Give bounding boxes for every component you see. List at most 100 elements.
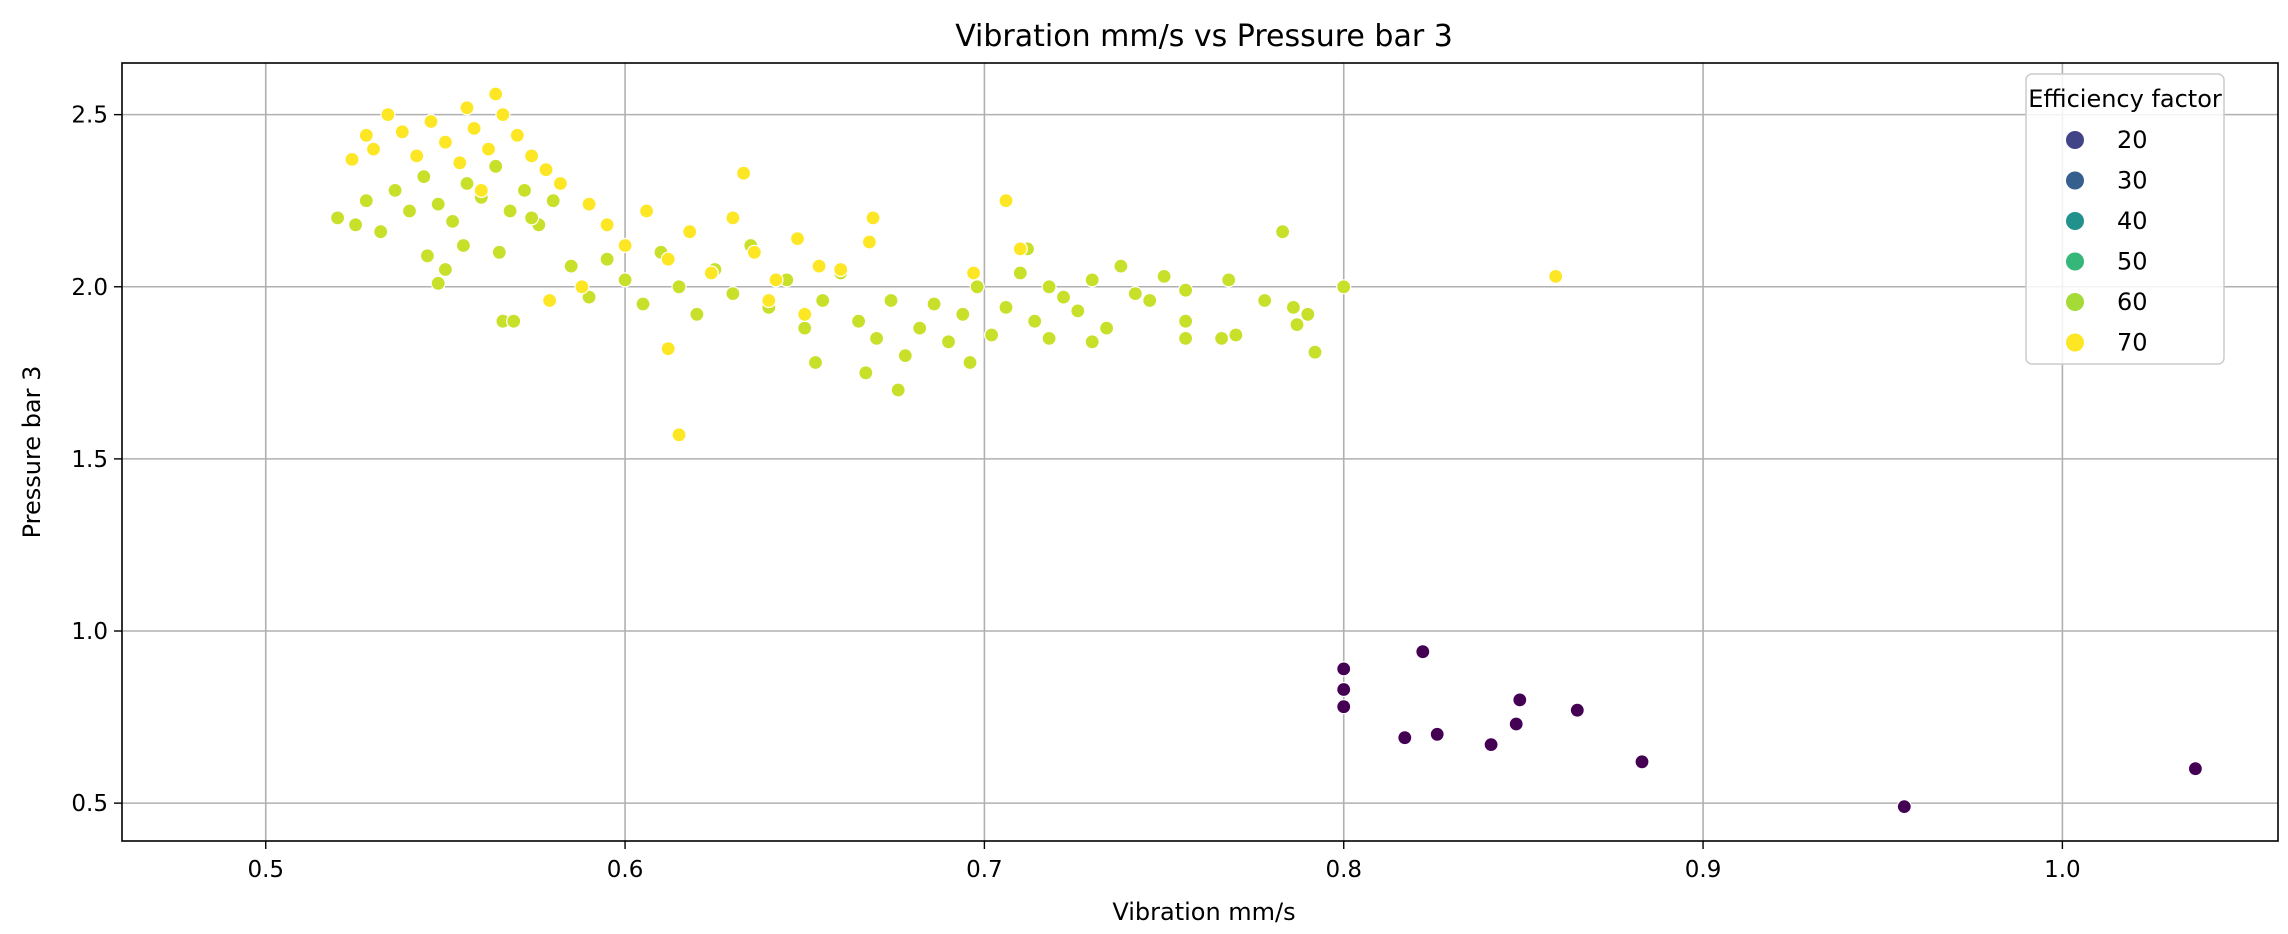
data-point bbox=[459, 175, 475, 192]
grid-lines bbox=[122, 63, 2278, 841]
data-point bbox=[380, 106, 396, 123]
data-point bbox=[1213, 330, 1230, 346]
data-point bbox=[703, 265, 719, 281]
x-tick-label: 0.6 bbox=[607, 857, 644, 883]
data-point bbox=[955, 306, 971, 322]
data-point bbox=[1336, 699, 1352, 715]
data-point bbox=[1098, 320, 1115, 336]
data-point bbox=[1113, 258, 1129, 274]
data-point bbox=[815, 292, 831, 309]
data-point bbox=[926, 296, 942, 312]
data-point bbox=[1127, 286, 1143, 302]
data-point bbox=[348, 217, 364, 233]
y-tick-label: 2.5 bbox=[71, 103, 108, 129]
legend-marker bbox=[2066, 252, 2084, 271]
data-point bbox=[890, 382, 906, 398]
x-tick-label: 0.5 bbox=[247, 857, 284, 883]
data-point bbox=[998, 193, 1014, 209]
data-point bbox=[1274, 224, 1291, 240]
data-point bbox=[725, 286, 741, 302]
data-point bbox=[1177, 330, 1194, 346]
data-point bbox=[1336, 661, 1352, 677]
data-point bbox=[761, 292, 777, 309]
legend-label: 50 bbox=[2117, 248, 2148, 276]
data-point bbox=[452, 155, 468, 171]
data-point bbox=[1336, 279, 1352, 295]
data-point bbox=[1569, 702, 1585, 718]
data-point bbox=[635, 296, 651, 312]
legend-marker bbox=[2066, 131, 2084, 149]
data-point bbox=[473, 182, 489, 198]
data-point bbox=[811, 258, 827, 274]
data-point bbox=[358, 193, 374, 209]
data-point bbox=[797, 320, 813, 336]
data-point bbox=[423, 113, 439, 130]
data-point bbox=[897, 348, 913, 364]
data-point bbox=[523, 148, 540, 164]
data-point bbox=[1285, 299, 1302, 315]
data-point bbox=[638, 203, 655, 219]
data-point bbox=[488, 86, 504, 102]
data-point bbox=[1084, 272, 1100, 288]
x-axis-label: Vibration mm/s bbox=[1112, 898, 1295, 926]
data-point bbox=[365, 141, 382, 157]
data-point bbox=[1289, 317, 1305, 333]
data-point bbox=[599, 217, 615, 233]
data-point bbox=[912, 320, 928, 336]
data-point bbox=[523, 210, 540, 226]
data-point bbox=[962, 354, 978, 371]
y-tick-label: 2.0 bbox=[71, 275, 108, 301]
y-tick-label: 1.5 bbox=[71, 447, 108, 473]
data-point bbox=[1041, 279, 1057, 295]
data-point bbox=[682, 224, 698, 240]
legend-title: Efficiency factor bbox=[2028, 85, 2222, 113]
data-point bbox=[1177, 282, 1194, 298]
data-point bbox=[807, 354, 824, 371]
data-point bbox=[1221, 272, 1237, 288]
data-point bbox=[1257, 292, 1273, 309]
y-axis-label: Pressure bar 3 bbox=[18, 366, 46, 539]
data-point bbox=[865, 210, 881, 226]
data-point bbox=[387, 182, 403, 198]
y-tick-label: 0.5 bbox=[71, 791, 108, 817]
legend-label: 30 bbox=[2117, 167, 2148, 195]
x-tick-label: 0.9 bbox=[1685, 857, 1722, 883]
axis-ticks: 0.5 0.6 0.7 0.8 0.9 1.0 0.5 1.0 1.5 2.0 2.5 bbox=[71, 103, 2080, 883]
data-point bbox=[581, 289, 597, 305]
data-point bbox=[581, 196, 597, 212]
data-point bbox=[1070, 303, 1086, 319]
data-point bbox=[983, 327, 1000, 343]
data-point bbox=[455, 237, 471, 254]
data-point bbox=[965, 265, 982, 281]
data-point bbox=[541, 292, 558, 309]
data-point bbox=[416, 169, 432, 185]
data-point bbox=[940, 334, 957, 350]
data-point bbox=[563, 258, 579, 274]
data-point bbox=[617, 272, 633, 288]
data-point bbox=[868, 330, 885, 346]
data-point bbox=[330, 210, 346, 226]
data-point bbox=[437, 261, 453, 278]
data-point bbox=[861, 234, 878, 250]
data-point bbox=[1055, 289, 1072, 305]
data-point bbox=[1084, 334, 1100, 350]
data-point bbox=[998, 299, 1014, 315]
data-point bbox=[1300, 306, 1316, 322]
data-point bbox=[1508, 716, 1524, 732]
legend-marker bbox=[2066, 212, 2084, 230]
data-point bbox=[552, 175, 569, 192]
data-point bbox=[797, 306, 813, 322]
data-point bbox=[1228, 327, 1244, 343]
data-point bbox=[1634, 754, 1650, 770]
data-point bbox=[401, 203, 418, 219]
data-points bbox=[330, 86, 2203, 815]
data-point bbox=[358, 127, 374, 143]
data-point bbox=[466, 120, 482, 136]
data-point bbox=[506, 313, 522, 329]
data-point bbox=[491, 244, 507, 260]
data-point bbox=[430, 196, 446, 212]
data-point bbox=[1041, 330, 1057, 346]
data-point bbox=[660, 251, 676, 267]
data-point bbox=[735, 165, 752, 181]
legend-marker bbox=[2066, 171, 2084, 190]
